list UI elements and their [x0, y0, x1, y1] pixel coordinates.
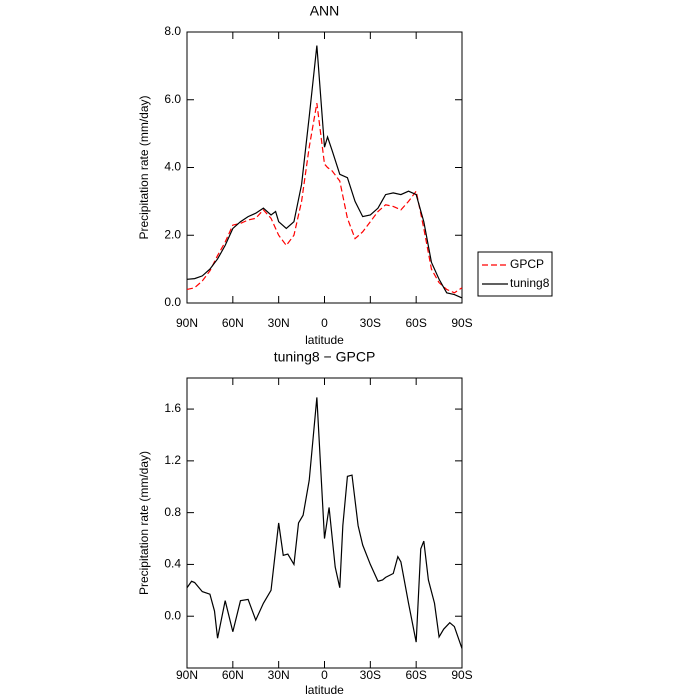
- x-tick-label: 0: [321, 316, 328, 330]
- y-tick-label: 0.0: [164, 608, 181, 622]
- y-axis-label: Precipitation rate (mm/day): [137, 95, 151, 239]
- y-tick-label: 1.2: [164, 453, 181, 467]
- legend-box: [477, 251, 553, 297]
- data-line: [186, 397, 463, 649]
- x-tick-label: 30N: [268, 316, 290, 330]
- plot-frame: [186, 31, 463, 304]
- x-tick-label: 0: [321, 668, 328, 682]
- data-line: [186, 103, 463, 294]
- x-tick-label: 90S: [451, 668, 472, 682]
- data-line: [186, 45, 463, 299]
- x-axis-label: latitude: [305, 333, 344, 347]
- x-tick-label: 30N: [268, 668, 290, 682]
- y-tick-label: 1.6: [164, 401, 181, 415]
- chart-title: tuning8 − GPCP: [274, 349, 376, 365]
- x-tick-label: 60S: [405, 316, 426, 330]
- x-tick-label: 90N: [176, 316, 198, 330]
- x-tick-label: 90N: [176, 668, 198, 682]
- y-tick-label: 8.0: [164, 24, 181, 38]
- x-tick-label: 60N: [222, 316, 244, 330]
- x-tick-label: 30S: [360, 316, 381, 330]
- chart-title: ANN: [310, 3, 340, 19]
- y-axis-label: Precipitation rate (mm/day): [137, 451, 151, 595]
- x-tick-label: 30S: [360, 668, 381, 682]
- y-tick-label: 0.8: [164, 505, 181, 519]
- y-tick-label: 6.0: [164, 92, 181, 106]
- y-tick-label: 2.0: [164, 227, 181, 241]
- y-tick-label: 0.0: [164, 295, 181, 309]
- y-tick-label: 0.4: [164, 557, 181, 571]
- x-tick-label: 60S: [405, 668, 426, 682]
- legend-label: GPCP: [510, 257, 544, 271]
- x-axis-label: latitude: [305, 683, 344, 697]
- legend-label: tuning8: [510, 276, 550, 290]
- x-tick-label: 60N: [222, 668, 244, 682]
- x-tick-label: 90S: [451, 316, 472, 330]
- y-tick-label: 4.0: [164, 160, 181, 174]
- plot-frame: [186, 377, 463, 669]
